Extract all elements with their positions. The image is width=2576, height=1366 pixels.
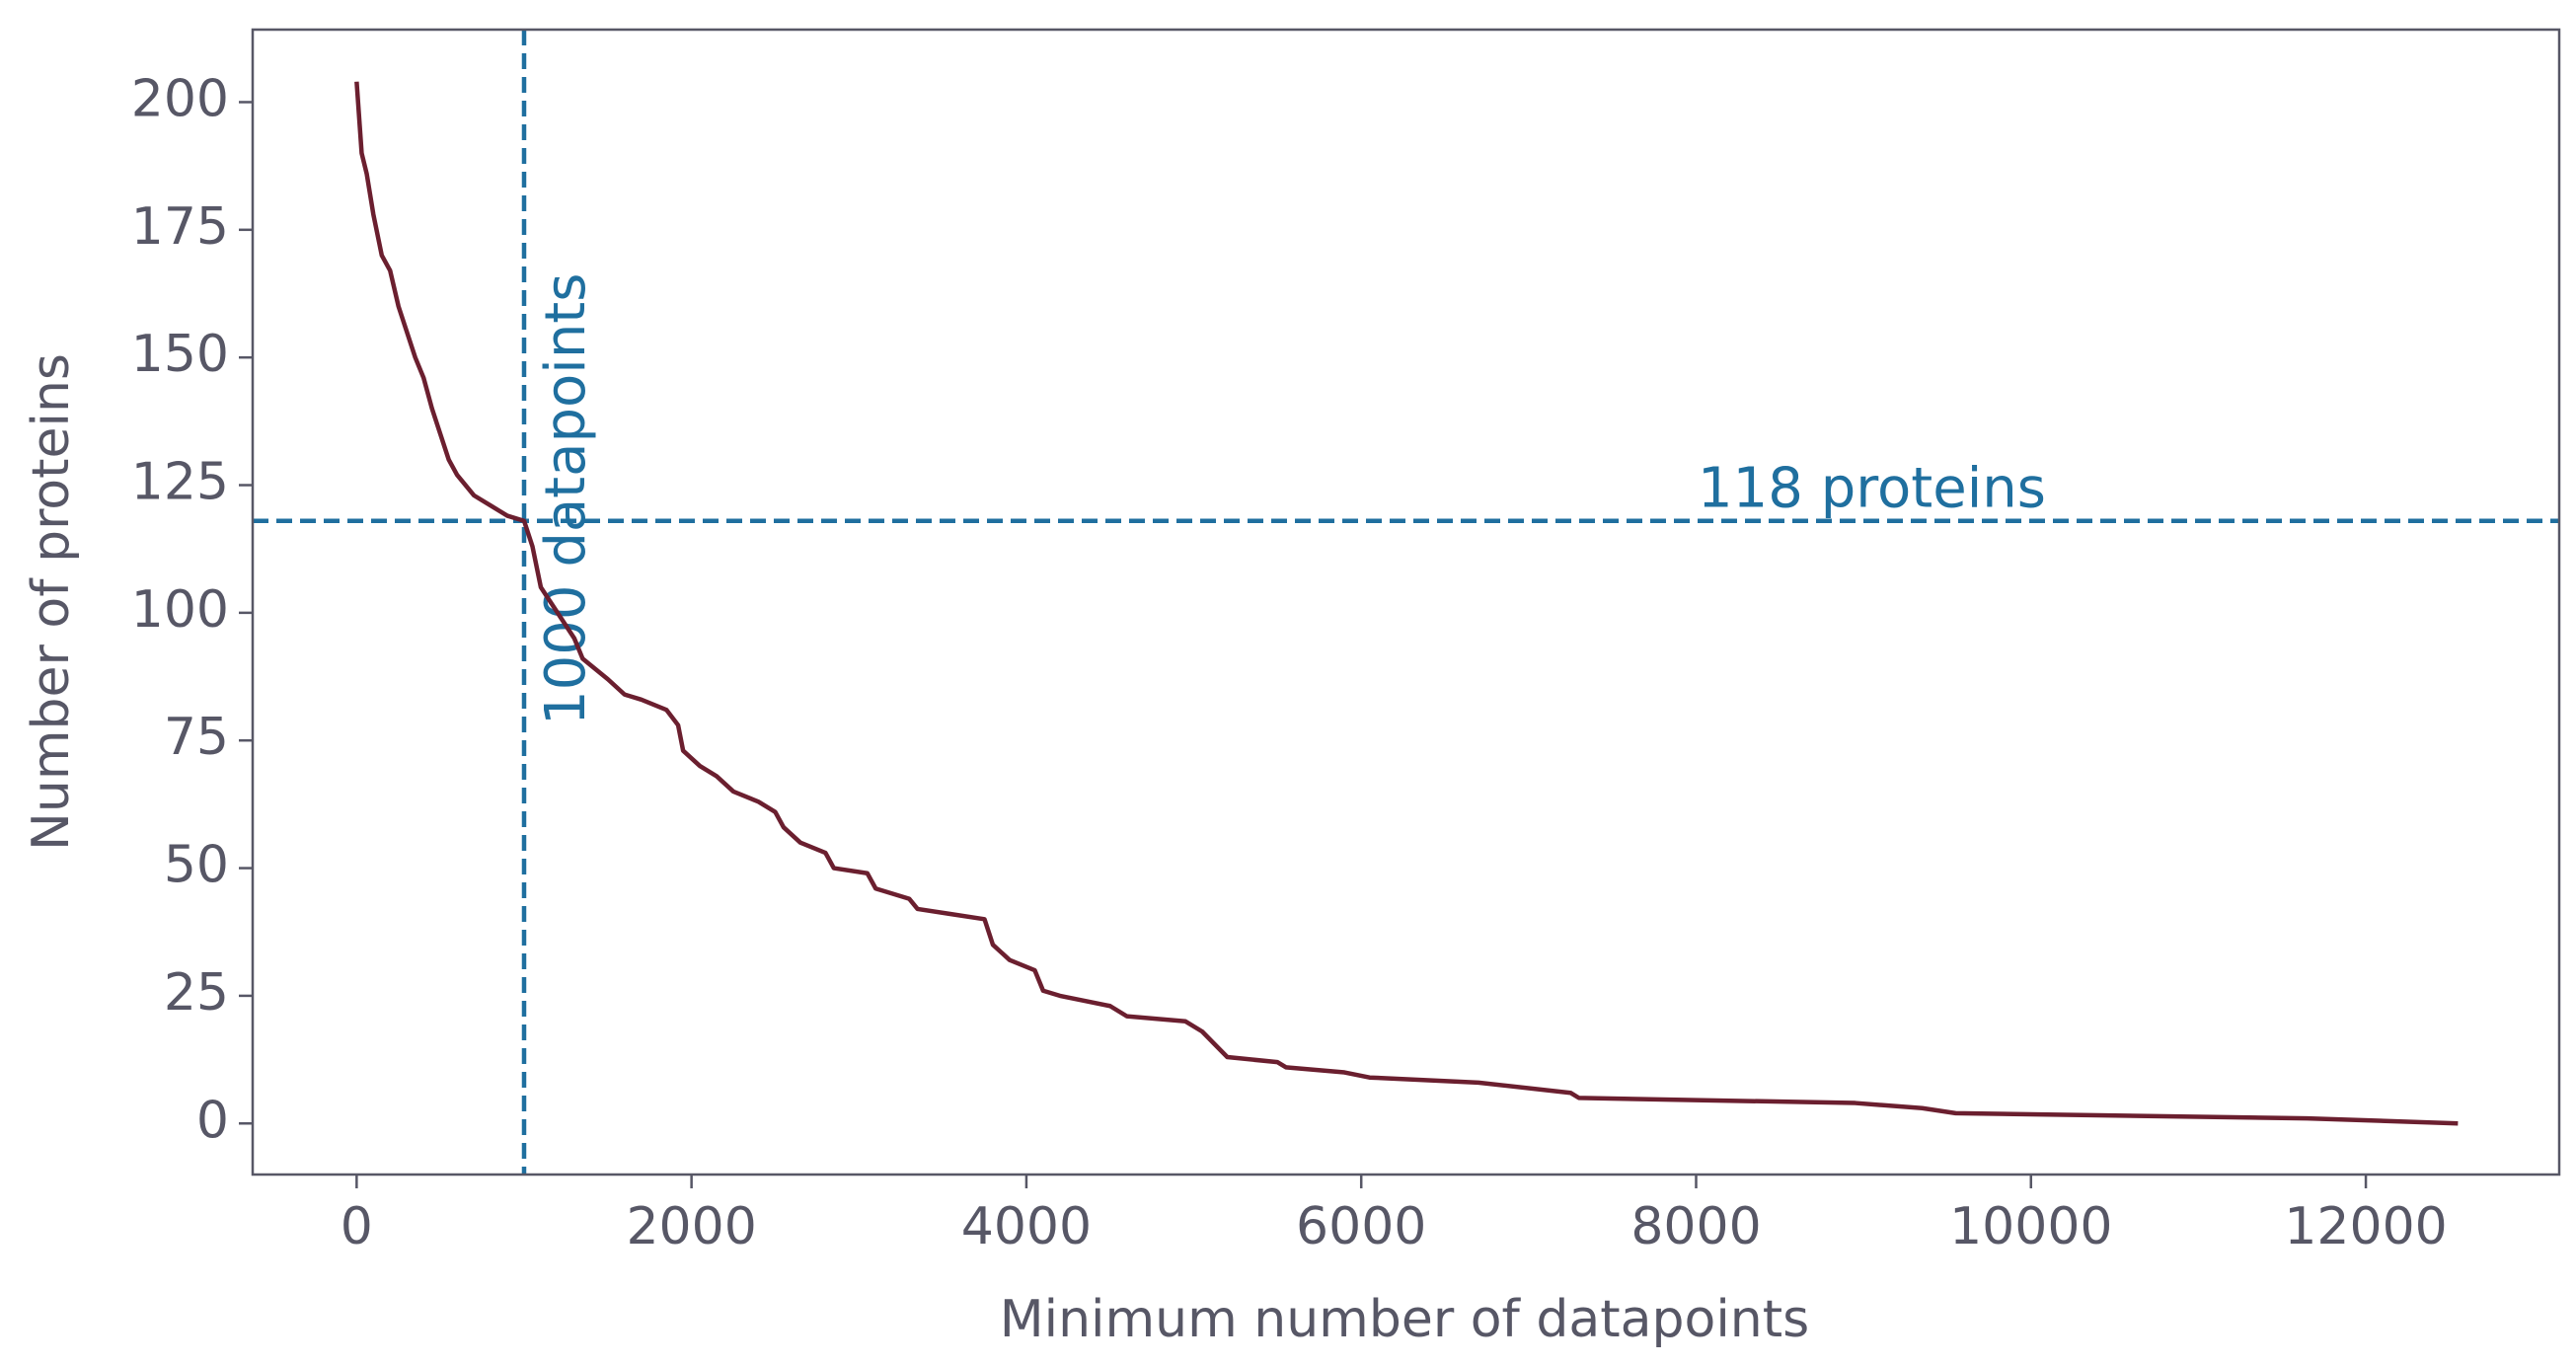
reference-label: 118 proteins <box>1698 457 2046 521</box>
y-tick-label: 50 <box>164 836 229 895</box>
y-tick-label: 200 <box>131 69 229 128</box>
plot-frame <box>251 28 2561 1176</box>
y-tick-label: 25 <box>164 963 229 1023</box>
y-tick-label: 100 <box>131 580 229 640</box>
y-tick-label: 175 <box>131 197 229 257</box>
y-tick-label: 0 <box>196 1091 229 1150</box>
x-axis-label: Minimum number of datapoints <box>1000 1290 1809 1349</box>
reference-label: 1000 datapoints <box>534 273 598 725</box>
x-tick-label: 12000 <box>2284 1197 2447 1256</box>
y-axis-label: Number of proteins <box>22 353 81 851</box>
x-tick-label: 10000 <box>1949 1197 2112 1256</box>
x-tick-label: 0 <box>341 1197 373 1256</box>
y-tick-label: 150 <box>131 325 229 384</box>
x-tick-label: 4000 <box>961 1197 1092 1256</box>
data-line <box>354 81 2459 1126</box>
y-tick-label: 125 <box>131 453 229 512</box>
y-tick-label: 75 <box>164 708 229 767</box>
x-tick-label: 6000 <box>1296 1197 1426 1256</box>
x-tick-label: 8000 <box>1630 1197 1761 1256</box>
x-tick-label: 2000 <box>626 1197 756 1256</box>
